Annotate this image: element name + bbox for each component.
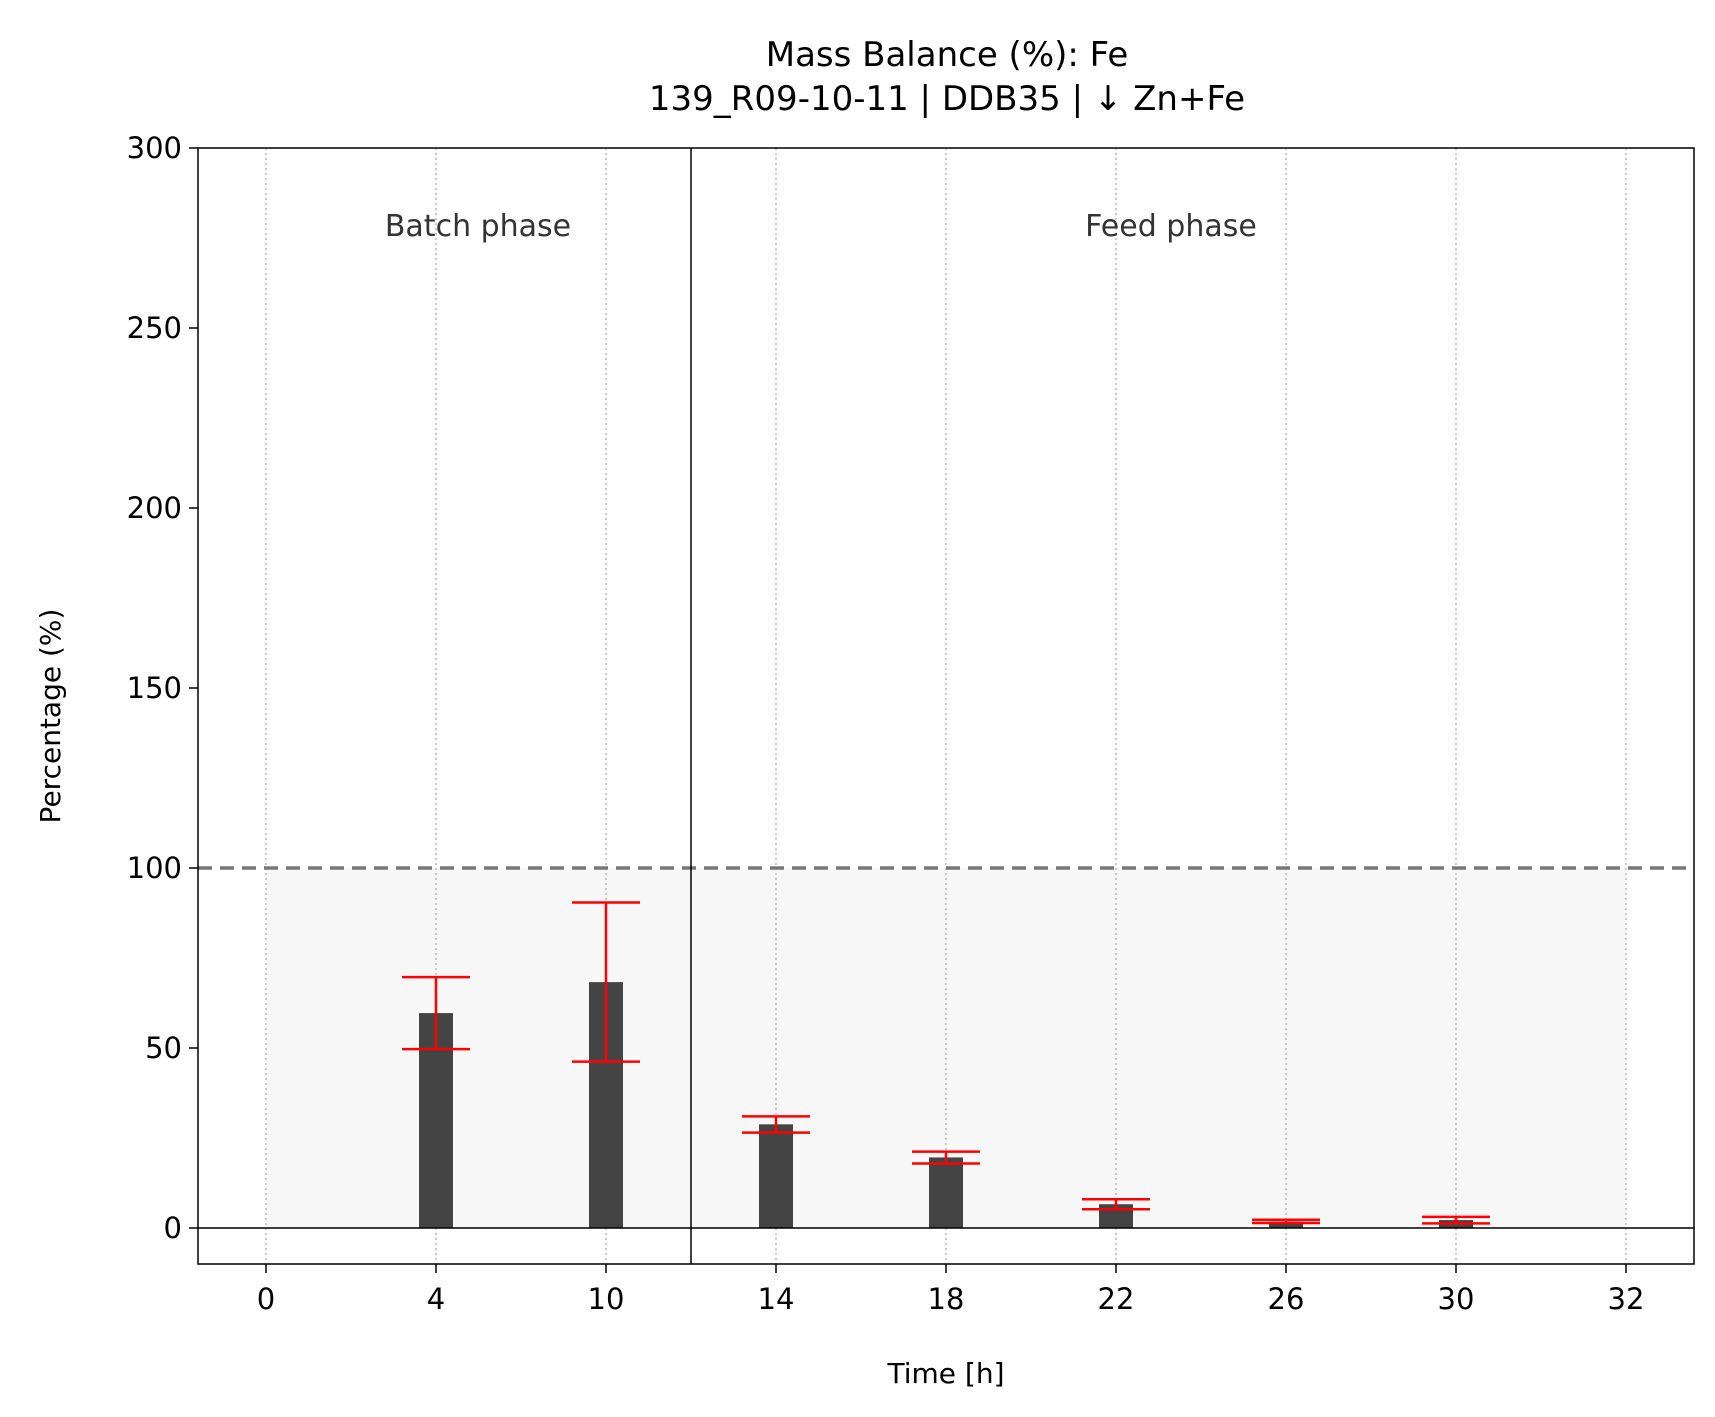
error-bar (1082, 1197, 1150, 1211)
x-axis-label: Time [h] (886, 1357, 1004, 1390)
x-tick-label: 22 (1098, 1282, 1135, 1316)
x-tick-label: 14 (758, 1282, 795, 1316)
batch-phase-label: Batch phase (385, 209, 571, 244)
error-bar (1422, 1215, 1490, 1225)
error-bar (572, 901, 640, 1063)
x-tick-label: 4 (427, 1282, 445, 1316)
bar (1269, 1221, 1303, 1228)
error-bar (402, 975, 470, 1051)
y-tick-label: 200 (127, 491, 182, 525)
error-bar (742, 1115, 810, 1134)
error-bar-layer (402, 901, 1490, 1225)
y-tick-label: 150 (127, 671, 182, 705)
x-tick-label: 18 (928, 1282, 965, 1316)
y-tick-label: 0 (164, 1211, 182, 1245)
y-tick-label: 300 (127, 131, 182, 165)
x-tick-label: 26 (1268, 1282, 1305, 1316)
y-tick-label: 50 (145, 1031, 182, 1065)
error-bar (912, 1150, 980, 1165)
y-axis-label: Percentage (%) (34, 609, 67, 824)
x-tick-label: 0 (257, 1282, 275, 1316)
chart-title: Mass Balance (%): Fe (766, 35, 1129, 75)
y-tick-label: 250 (127, 311, 182, 345)
bar (929, 1157, 963, 1228)
axes-layer: 0 50 100 150 200 250 300 0 4 10 14 18 22 26 30 32 (127, 131, 1695, 1316)
x-tick-label: 30 (1438, 1282, 1475, 1316)
bar (759, 1124, 793, 1228)
x-tick-label: 10 (588, 1282, 625, 1316)
x-tick-label: 32 (1608, 1282, 1645, 1316)
chart-subtitle: 139_R09-10-11 | DDB35 | ↓ Zn+Fe (649, 79, 1245, 119)
reference-lines-layer (198, 148, 1694, 1264)
error-bar (1252, 1218, 1320, 1225)
feed-phase-label: Feed phase (1085, 209, 1257, 244)
y-tick-label: 100 (127, 851, 182, 885)
